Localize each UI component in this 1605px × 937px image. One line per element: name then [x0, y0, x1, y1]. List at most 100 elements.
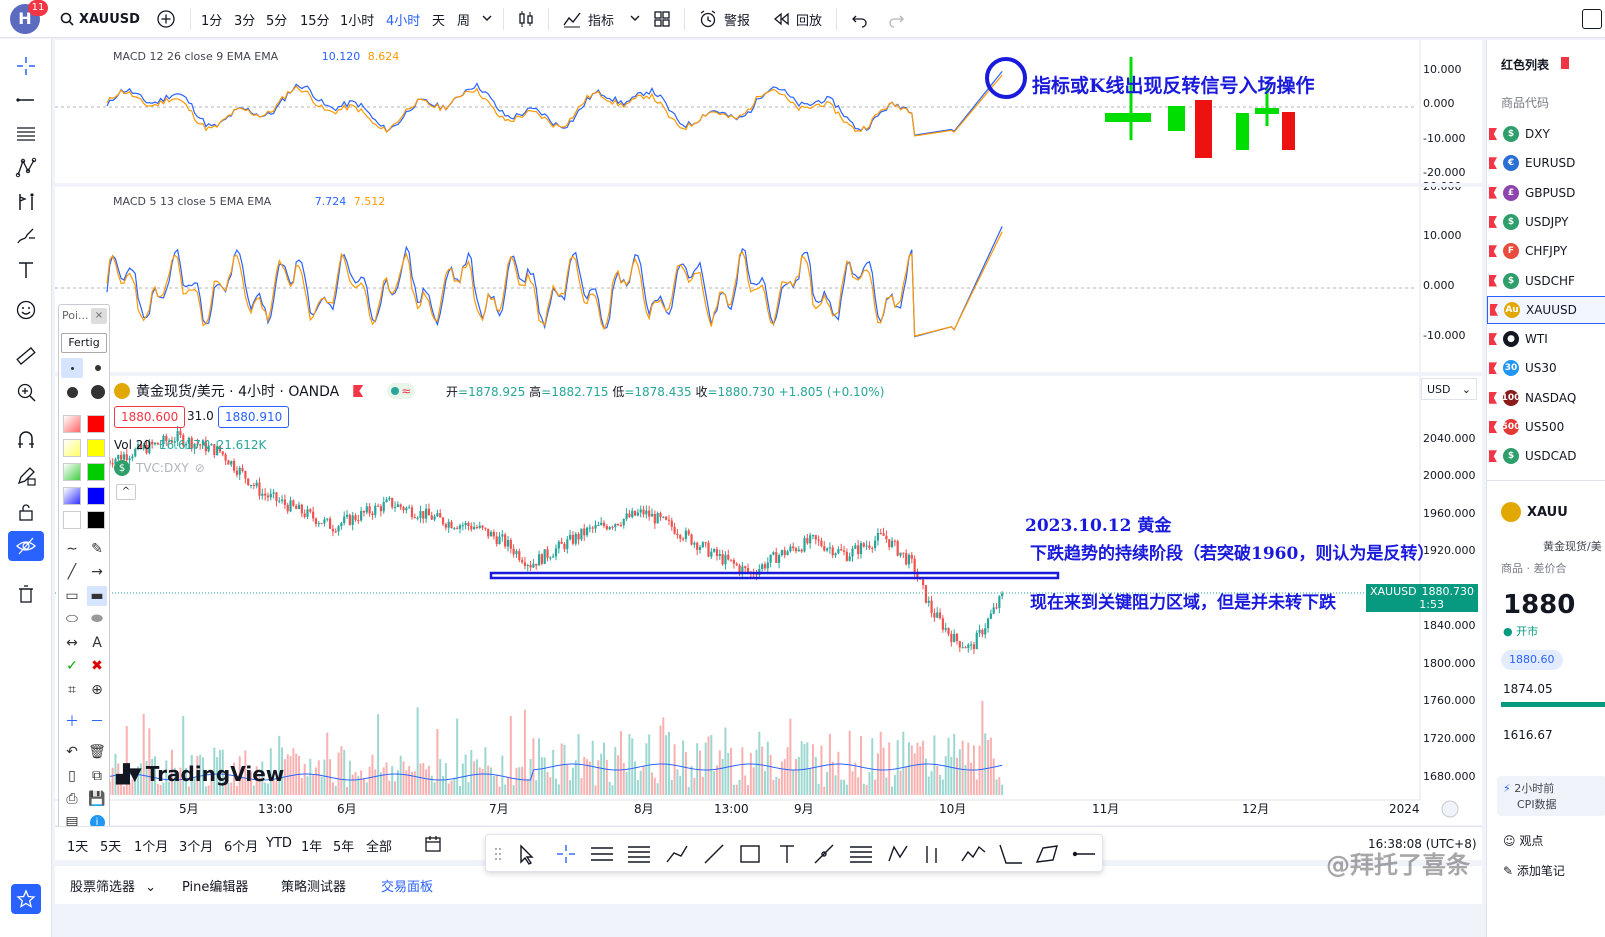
- flag-icon[interactable]: [1489, 157, 1497, 170]
- range-8[interactable]: 全部: [366, 840, 393, 855]
- flag-icon[interactable]: [1489, 333, 1497, 346]
- pattern-icon[interactable]: [888, 845, 908, 862]
- color-swatch-yellow[interactable]: [87, 439, 105, 457]
- drag-handle-icon[interactable]: [495, 848, 501, 860]
- arrow-line-icon[interactable]: [814, 844, 834, 864]
- crop-tool[interactable]: ⌗: [68, 682, 76, 698]
- path-icon[interactable]: [666, 845, 688, 863]
- tab-trading-panel[interactable]: 交易面板: [381, 880, 434, 895]
- main-series-legend[interactable]: 黄金现货/美元 · 4小时 · OANDA ≈: [114, 381, 416, 401]
- point-size-large[interactable]: [61, 382, 83, 402]
- timeframe-3[interactable]: 15分: [300, 13, 330, 29]
- trash-icon[interactable]: 🗑: [88, 744, 106, 760]
- pattern-tool[interactable]: [8, 153, 44, 183]
- watchlist-title[interactable]: 红色列表: [1501, 58, 1550, 72]
- timeframe-5[interactable]: 4小时: [386, 13, 421, 29]
- range-1[interactable]: 5天: [100, 840, 122, 855]
- watchlist-row[interactable]: £ GBPUSD: [1487, 179, 1605, 207]
- horizontal-ray-icon[interactable]: [1072, 851, 1096, 857]
- timeframe-2[interactable]: 5分: [266, 13, 288, 29]
- ideas-button[interactable]: ☺ 观点: [1503, 832, 1543, 849]
- watchlist-row[interactable]: F CHFJPY: [1487, 237, 1605, 265]
- flag-icon[interactable]: [1489, 274, 1497, 287]
- emoji-tool[interactable]: [8, 295, 44, 325]
- chart-area[interactable]: 10.0000.000-10.000-20.00020.00010.0000.0…: [55, 40, 1482, 825]
- macd1-legend[interactable]: MACD 12 26 close 9 EMA EMA 10.120 8.624: [113, 50, 399, 63]
- crosshair-tool[interactable]: [8, 51, 44, 81]
- flag-icon[interactable]: [1489, 391, 1497, 404]
- parallel-channel-icon[interactable]: [591, 847, 613, 861]
- zoom-region-tool[interactable]: ⊕: [91, 682, 103, 698]
- ellipse-tool[interactable]: ⬭: [66, 611, 78, 627]
- zoom-out-tool[interactable]: －: [90, 714, 104, 730]
- timeframe-dropdown-button[interactable]: [480, 11, 494, 25]
- watchlist-row[interactable]: 30 US30: [1487, 354, 1605, 382]
- flag-icon[interactable]: [353, 385, 364, 397]
- range-0[interactable]: 1天: [67, 840, 89, 855]
- arrow-tool[interactable]: →: [91, 564, 103, 580]
- undo-icon[interactable]: ↶: [66, 744, 78, 760]
- close-floatbar-button[interactable]: ×: [91, 308, 107, 324]
- zoom-tool[interactable]: [8, 377, 44, 407]
- indicators-button[interactable]: 指标: [562, 8, 614, 30]
- hide-drawings-tool[interactable]: [8, 531, 44, 561]
- clock[interactable]: 16:38:08 (UTC+8): [1368, 837, 1477, 851]
- print-icon[interactable]: ⎙: [66, 791, 78, 807]
- brush-tool[interactable]: [8, 221, 44, 251]
- pane-divider[interactable]: [55, 372, 1482, 376]
- color-swatch-green[interactable]: [87, 463, 105, 481]
- rectangle-icon[interactable]: [740, 845, 760, 863]
- goto-date-button[interactable]: [423, 834, 443, 854]
- currency-select[interactable]: USD ⌄: [1421, 378, 1477, 400]
- brush-icon[interactable]: [1035, 845, 1058, 863]
- flag-icon[interactable]: [1489, 450, 1497, 463]
- flag-icon[interactable]: [1489, 421, 1497, 433]
- annotation-trend[interactable]: 下跌趋势的持续阶段（若突破1960，则认为是反转）: [1030, 544, 1435, 564]
- favorites-button[interactable]: [11, 884, 41, 914]
- pitchfork-icon[interactable]: [850, 846, 872, 863]
- news-item[interactable]: ⚡ 2小时前 CPI数据: [1497, 776, 1605, 816]
- color-swatch-red[interactable]: [87, 415, 105, 433]
- magnet-tool[interactable]: [8, 425, 44, 455]
- watchlist-row[interactable]: ● WTI: [1487, 325, 1605, 353]
- color-swatch-light-yellow[interactable]: [63, 439, 81, 457]
- color-swatch-light-red[interactable]: [63, 415, 81, 433]
- watchlist-row[interactable]: 500 US500: [1487, 413, 1605, 441]
- watchlist-row[interactable]: $ USDCAD: [1487, 442, 1605, 470]
- detail-symbol[interactable]: XAUU: [1501, 502, 1568, 522]
- fib-retracement-icon[interactable]: [628, 846, 650, 863]
- indicators-dropdown-button[interactable]: [628, 11, 642, 25]
- measure-tool[interactable]: ↔: [66, 635, 78, 651]
- alert-button[interactable]: 警报: [698, 8, 750, 30]
- timeframe-4[interactable]: 1小时: [340, 13, 375, 29]
- redo-button[interactable]: [886, 9, 906, 29]
- flag-icon[interactable]: [1490, 303, 1498, 316]
- eraser-tool[interactable]: ✎: [91, 541, 103, 557]
- buy-price-button[interactable]: 1880.910: [218, 406, 290, 428]
- delete-drawings-tool[interactable]: [8, 579, 44, 609]
- watchlist-row[interactable]: 100 NASDAQ: [1487, 384, 1605, 412]
- replay-button[interactable]: 回放: [772, 8, 822, 30]
- annotation-entry-signal[interactable]: 指标或K线出现反转信号入场操作: [1032, 75, 1315, 97]
- timeframe-1[interactable]: 3分: [234, 13, 256, 29]
- curve-tool[interactable]: ∼: [66, 541, 78, 557]
- wave-pattern-icon[interactable]: [961, 845, 986, 862]
- tab-stock-screener[interactable]: 股票筛选器 ⌄: [70, 876, 156, 895]
- trendline-tool[interactable]: [8, 85, 44, 115]
- cursor-icon[interactable]: [520, 844, 534, 865]
- chart-canvas[interactable]: 10.0000.000-10.000-20.00020.00010.0000.0…: [55, 40, 1482, 825]
- line-tool[interactable]: ╱: [67, 564, 77, 580]
- range-3[interactable]: 3个月: [179, 840, 214, 855]
- flag-icon[interactable]: [1489, 215, 1497, 228]
- undo-button[interactable]: [850, 9, 870, 29]
- fib-tool[interactable]: [8, 119, 44, 149]
- point-size-medium[interactable]: [87, 358, 109, 378]
- timeframe-6[interactable]: 天: [432, 13, 446, 29]
- flag-icon[interactable]: [1489, 245, 1497, 258]
- tradingview-logo[interactable]: ▟▼ TradingView: [116, 762, 284, 786]
- watchlist-row[interactable]: $ USDJPY: [1487, 208, 1605, 236]
- lock-tool[interactable]: [8, 497, 44, 527]
- filled-ellipse-tool[interactable]: ⬬: [91, 611, 103, 627]
- range-2[interactable]: 1个月: [134, 840, 169, 855]
- forecast-icon[interactable]: [926, 846, 937, 863]
